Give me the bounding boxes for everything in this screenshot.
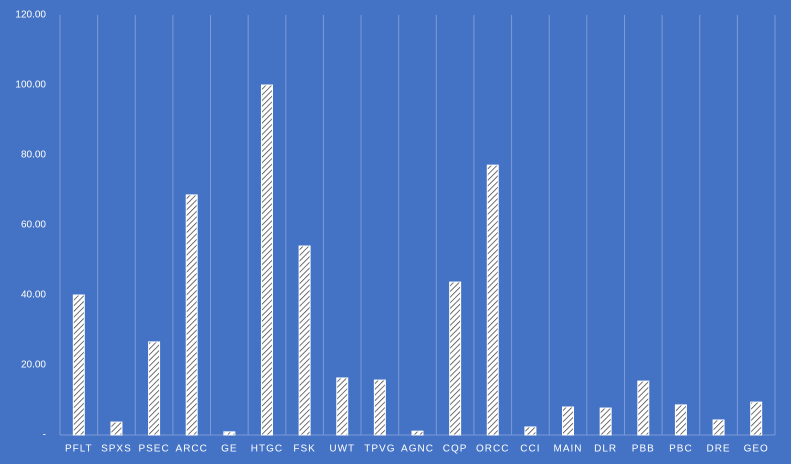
x-tick-label: AGNC <box>401 444 434 455</box>
y-tick-label: 40.00 <box>21 290 46 301</box>
y-tick-label: 60.00 <box>21 220 46 231</box>
bar <box>148 341 161 436</box>
y-tick-label: 120.00 <box>15 10 46 21</box>
x-tick-label: SPXS <box>101 444 132 455</box>
x-tick-label: MAIN <box>554 444 583 455</box>
bar <box>72 294 85 436</box>
x-tick-label: GE <box>221 444 237 455</box>
bar <box>750 401 763 436</box>
x-tick-label: DLR <box>594 444 617 455</box>
x-tick-label: GEO <box>744 444 769 455</box>
y-tick-label: 20.00 <box>21 360 46 371</box>
bar <box>260 84 273 436</box>
bar <box>223 431 236 436</box>
x-tick-label: PSEC <box>138 444 169 455</box>
x-tick-label: PBC <box>669 444 693 455</box>
x-tick-label: UWT <box>329 444 355 455</box>
bar <box>524 426 537 436</box>
x-tick-label: DRE <box>706 444 730 455</box>
x-tick-label: PBB <box>632 444 655 455</box>
bar <box>449 281 462 436</box>
bar <box>637 380 650 436</box>
x-tick-label: PFLT <box>65 444 93 455</box>
bar <box>562 406 575 436</box>
x-tick-label: CCI <box>520 444 540 455</box>
bar <box>411 430 424 436</box>
y-tick-label: 100.00 <box>15 80 46 91</box>
bar <box>373 379 386 436</box>
x-tick-label: HTGC <box>251 444 283 455</box>
bar <box>486 164 499 436</box>
y-tick-label: 80.00 <box>21 150 46 161</box>
x-tick-label: CQP <box>443 444 468 455</box>
bar <box>185 194 198 436</box>
bar <box>674 404 687 436</box>
bar <box>712 419 725 436</box>
bar <box>599 407 612 436</box>
bar <box>336 377 349 436</box>
bar <box>110 421 123 436</box>
x-tick-label: ARCC <box>176 444 208 455</box>
y-tick-label: - <box>43 430 46 441</box>
x-tick-label: FSK <box>293 444 315 455</box>
x-tick-label: TPVG <box>364 444 395 455</box>
bar <box>298 245 311 436</box>
x-tick-label: ORCC <box>476 444 509 455</box>
